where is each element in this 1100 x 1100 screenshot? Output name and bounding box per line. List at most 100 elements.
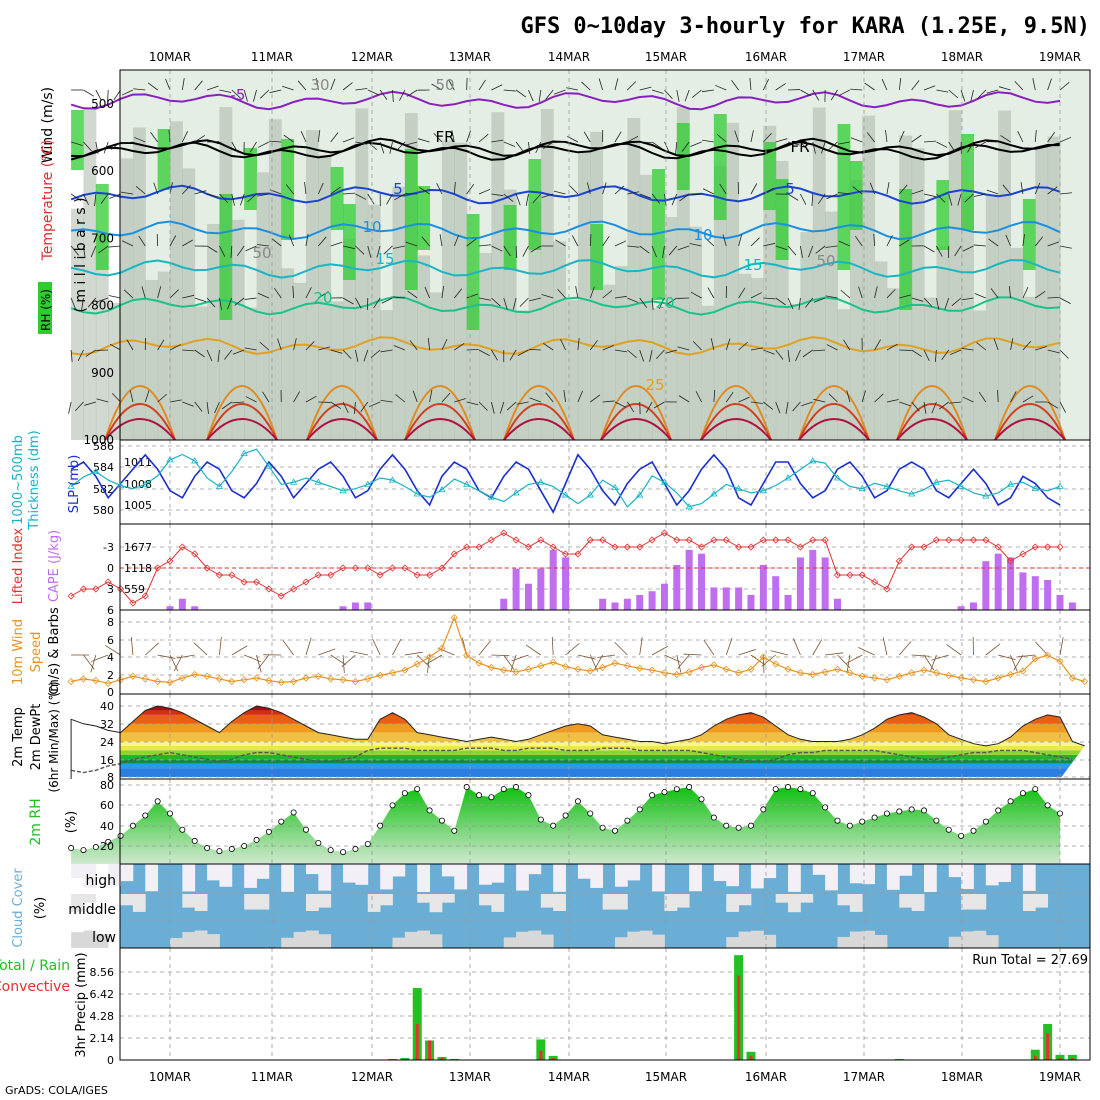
- wind-barb: [691, 89, 702, 98]
- y-tick-label-right: 1005: [124, 499, 152, 512]
- wind-speed-point: [154, 677, 162, 686]
- wind-barb-10m: [946, 644, 962, 656]
- wind-barb: [627, 191, 640, 195]
- thickness-point: [710, 490, 718, 497]
- wind-barb-10m: [145, 642, 159, 656]
- wind-barb-10m: [931, 654, 949, 661]
- lifted-index-point: [314, 571, 322, 579]
- cloud-high-gap: [120, 864, 134, 882]
- wind-speed-point: [92, 677, 100, 685]
- cloud-low-gap: [404, 931, 418, 948]
- cloud-low-gap: [726, 937, 740, 948]
- y-tick-label: 0: [107, 1054, 114, 1067]
- wind-barb: [1000, 135, 1011, 143]
- cloud-low-gap: [83, 930, 97, 948]
- wind-barb: [83, 89, 94, 97]
- thickness-point: [537, 478, 545, 485]
- lifted-index-point: [154, 564, 162, 572]
- wind-barb: [386, 193, 393, 205]
- wind-speed-point: [574, 665, 582, 673]
- rh-band-green: [95, 184, 109, 270]
- temp-band: [120, 754, 1085, 760]
- wind-barb: [111, 393, 121, 403]
- wind-speed-point: [722, 665, 730, 673]
- wind-speed-line: [70, 615, 1085, 684]
- wind-barb: [274, 287, 282, 299]
- wind-barb: [297, 80, 307, 91]
- cloud-low-gap: [293, 931, 307, 948]
- lifted-index-point: [772, 536, 780, 544]
- cape-lifted-index-panel: -3 0 3 6 1677 1118 559: [67, 523, 1091, 617]
- wind-barb: [886, 289, 896, 299]
- wind-speed-point: [957, 674, 965, 682]
- wind-barb: [571, 235, 579, 247]
- contour-label: 50: [435, 76, 454, 94]
- lifted-index-point: [92, 585, 100, 593]
- wind-speed-point: [327, 675, 335, 683]
- date-label-top: 19MAR: [1039, 50, 1081, 64]
- y-tick-label: 6.42: [90, 988, 115, 1001]
- y-axis-label-precip-total: Total / Rain: [0, 958, 70, 974]
- rh-band-grey: [305, 130, 319, 440]
- y-tick-label: 900: [91, 366, 114, 380]
- wind-barb: [509, 349, 517, 361]
- wind-barb: [707, 287, 715, 299]
- y-tick-label: 1000: [83, 433, 114, 447]
- wind-barb: [988, 238, 999, 247]
- precip-total-bar: [1055, 1054, 1065, 1060]
- rh-band-grey: [973, 310, 987, 440]
- wind-barb: [380, 399, 393, 403]
- wind-barb: [532, 193, 542, 204]
- lifted-index-point: [129, 599, 137, 607]
- wind-barb: [305, 287, 312, 299]
- cloud-high-gap: [788, 864, 801, 892]
- rh-point: [463, 784, 470, 791]
- cloud-high-gap: [1022, 864, 1036, 891]
- wind-barb: [419, 187, 430, 195]
- wind-barb-10m: [899, 641, 912, 656]
- cloud-high-gap: [899, 864, 913, 876]
- wind-barb: [800, 193, 807, 205]
- y-tick-label: 80: [100, 779, 114, 792]
- y-tick-label: 3: [107, 583, 114, 596]
- lifted-index-point: [203, 564, 211, 572]
- thickness-point: [858, 484, 866, 492]
- wind-barb: [798, 297, 801, 310]
- wind-barb: [923, 401, 927, 414]
- wind-barb: [108, 245, 121, 248]
- wind-barb: [206, 193, 219, 198]
- wind-barb: [147, 82, 158, 91]
- wind-barb: [828, 393, 838, 403]
- thickness-point: [413, 490, 421, 497]
- wind-barb: [381, 297, 393, 304]
- cloud-low-gap: [392, 937, 406, 948]
- wind-barb: [330, 132, 339, 143]
- wind-barb: [376, 245, 381, 258]
- wind-speed-point: [364, 675, 372, 683]
- wind-barb: [83, 245, 86, 258]
- rh-point: [265, 828, 272, 835]
- wind-barb: [627, 401, 635, 413]
- wind-barb: [899, 184, 908, 195]
- date-label-bottom: 19MAR: [1039, 1070, 1081, 1084]
- wind-barb: [234, 297, 245, 306]
- contour-label: FR: [790, 138, 809, 156]
- wind-barb: [639, 86, 652, 91]
- y-tick-label: 4.28: [90, 1010, 115, 1023]
- thickness-point: [240, 449, 248, 456]
- rh-point: [142, 812, 149, 819]
- wind-barb: [108, 295, 121, 299]
- wind-barb: [866, 132, 875, 143]
- wind-barb: [515, 193, 521, 206]
- wind-barb: [103, 141, 109, 154]
- dewpoint-line: [70, 747, 1073, 774]
- wind-barb: [393, 245, 405, 249]
- lifted-index-point: [178, 543, 186, 551]
- cloud-low-gap: [639, 930, 653, 948]
- y-axis-label-lifted: Lifted Index: [11, 527, 26, 604]
- wind-barb: [121, 191, 133, 195]
- lifted-index-point: [1056, 543, 1064, 551]
- y-tick-label: 800: [91, 299, 114, 313]
- wind-speed-point: [796, 669, 804, 677]
- wind-barb: [843, 339, 851, 351]
